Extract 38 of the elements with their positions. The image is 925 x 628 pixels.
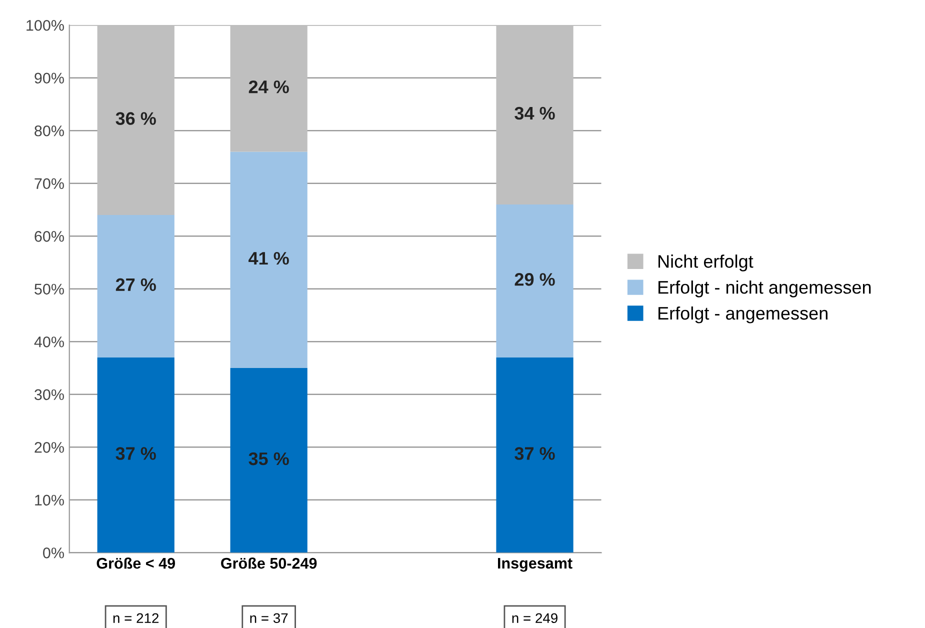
- bar: [496, 357, 574, 553]
- legend-label: Erfolgt - angemessen: [658, 306, 828, 324]
- data-label: 37 %: [514, 447, 555, 460]
- y-tick-label: 10%: [35, 494, 64, 506]
- bar: [230, 152, 308, 368]
- data-label: 41 %: [248, 252, 289, 265]
- bar: [496, 204, 574, 358]
- x-tick-label: Insgesamt: [498, 558, 572, 572]
- data-label: 29 %: [514, 273, 555, 286]
- y-tick-label: 60%: [34, 230, 64, 242]
- y-tick-label: 50%: [34, 284, 64, 295]
- y-tick-label: 30%: [34, 389, 64, 400]
- bar: [496, 25, 574, 204]
- data-label: 24 %: [248, 80, 289, 94]
- data-label: 27 %: [116, 278, 156, 292]
- text: n = 249: [512, 613, 558, 624]
- y-tick-label: 90%: [34, 72, 64, 84]
- bar: [97, 25, 174, 216]
- x-tick-label: Größe < 49: [96, 558, 175, 569]
- y-tick-label: 40%: [34, 336, 64, 348]
- data-label: 34 %: [514, 106, 555, 120]
- bar: [230, 25, 308, 152]
- y-tick-label: 80%: [34, 125, 64, 136]
- y-tick-label: 0%: [43, 548, 64, 558]
- text: n = 212: [113, 613, 159, 623]
- data-label: 37 %: [116, 447, 156, 460]
- bar: [97, 215, 174, 358]
- bar: [97, 357, 174, 553]
- data-label: 35 %: [248, 452, 289, 466]
- legend-label: Nicht erfolgt: [658, 254, 754, 272]
- legend-label: Erfolgt - nicht angemessen: [658, 280, 871, 298]
- x-tick-label: Größe 50-249: [221, 558, 317, 569]
- y-tick-label: 100%: [26, 20, 64, 31]
- y-tick-label: 70%: [34, 178, 64, 190]
- y-tick-label: 20%: [34, 442, 64, 453]
- bar: [230, 368, 308, 553]
- data-label: 36 %: [116, 112, 156, 125]
- text: n = 37: [250, 613, 288, 624]
